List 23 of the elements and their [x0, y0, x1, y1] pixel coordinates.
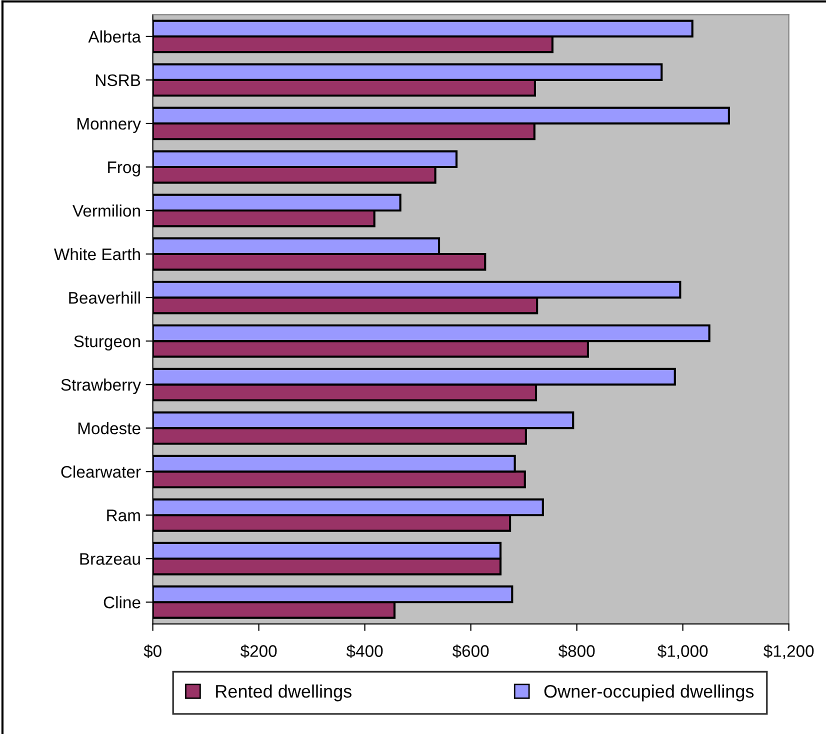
- y-tick-label: Strawberry: [61, 378, 141, 394]
- y-tick-label: Clearwater: [61, 466, 141, 478]
- y-tick-label: Modeste: [78, 422, 140, 434]
- x-tick-label: $0: [144, 644, 162, 658]
- y-tick-label: Frog: [108, 162, 140, 176]
- y-tick-label: Alberta: [88, 30, 142, 43]
- x-tick-label: $1,000: [658, 644, 708, 659]
- x-tick-label: $400: [346, 644, 383, 658]
- y-tick-label: Sturgeon: [74, 335, 140, 351]
- y-tick-label: Brazeau: [80, 553, 140, 565]
- y-tick-label: White Earth: [54, 248, 140, 260]
- y-tick-label: Cline: [104, 596, 140, 608]
- y-tick-label: NSRB: [96, 74, 140, 86]
- x-tick-label: $800: [558, 644, 595, 658]
- y-tick-label: Monnery: [78, 118, 141, 133]
- y-tick-label: Vermilion: [72, 204, 140, 217]
- legend-label: Owner-occupied dwellings: [544, 684, 754, 702]
- y-tick-label: Beaverhill: [69, 291, 140, 304]
- x-tick-label: $1,200: [764, 644, 814, 659]
- legend-label: Rented dwellings: [216, 684, 352, 702]
- x-tick-label: $600: [452, 644, 489, 658]
- x-tick-label: $200: [240, 644, 277, 658]
- y-tick-label: Ram: [107, 510, 140, 522]
